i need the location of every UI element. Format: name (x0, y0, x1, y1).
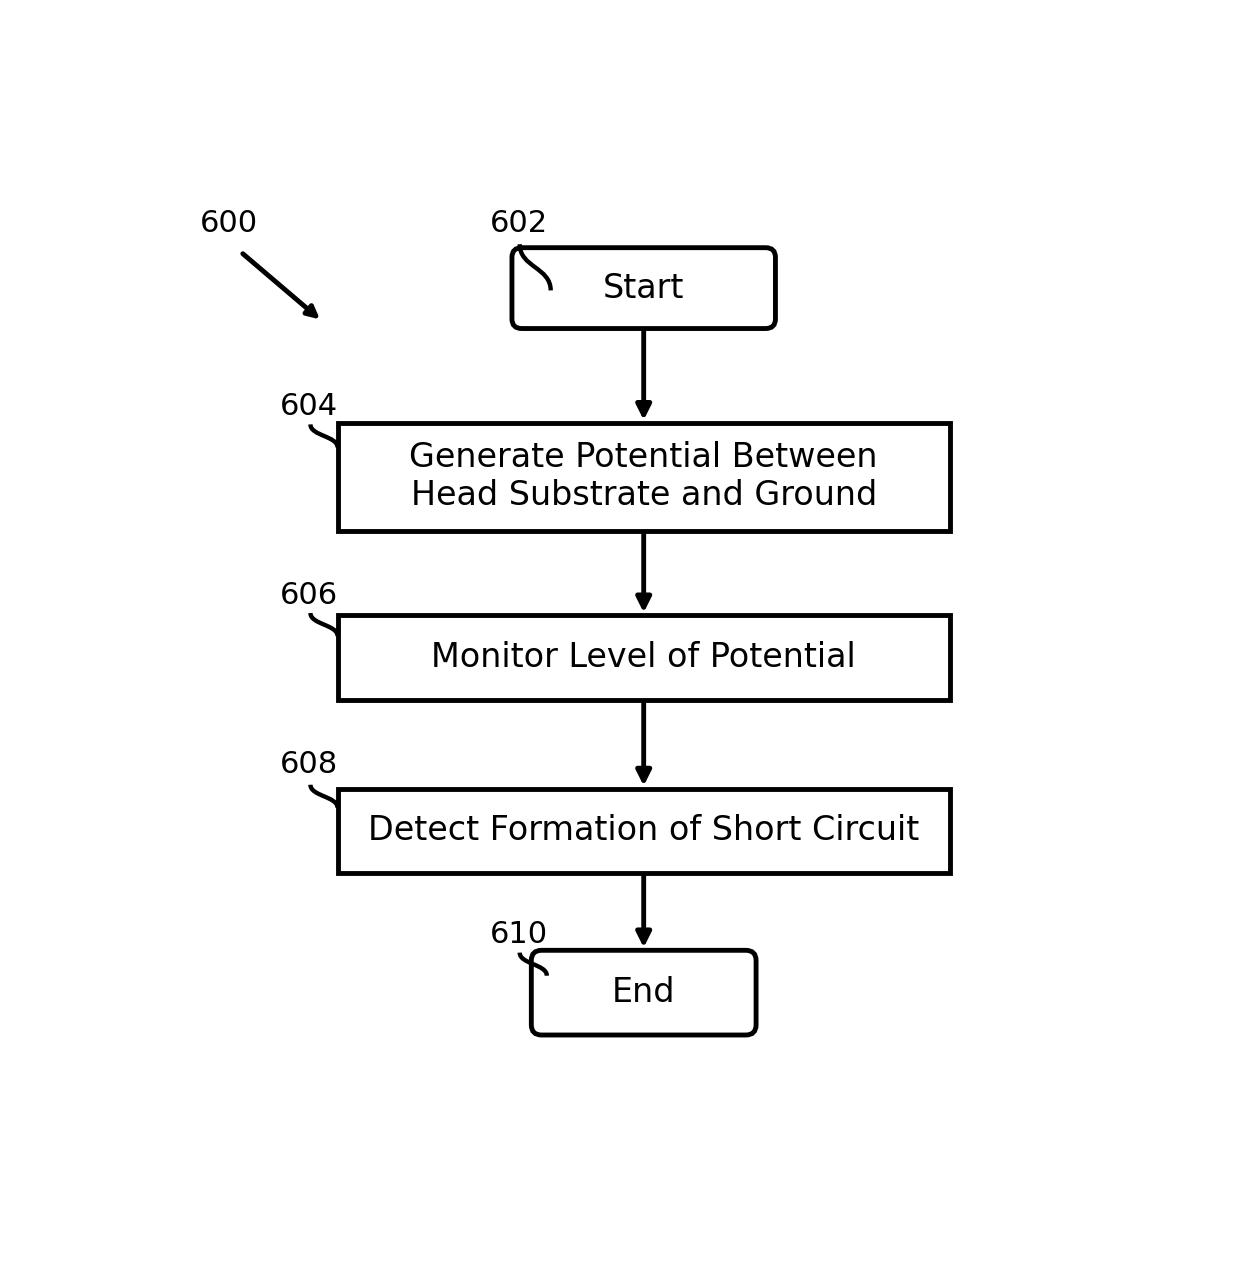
Text: End: End (612, 976, 676, 1010)
FancyBboxPatch shape (512, 248, 775, 328)
Text: Detect Formation of Short Circuit: Detect Formation of Short Circuit (368, 814, 919, 847)
Text: 608: 608 (279, 750, 338, 780)
Text: 606: 606 (279, 580, 338, 610)
Text: 602: 602 (490, 208, 549, 238)
FancyBboxPatch shape (531, 951, 756, 1035)
Text: Start: Start (603, 272, 685, 304)
Text: 600: 600 (200, 208, 257, 238)
Bar (338, 423, 950, 530)
Text: Generate Potential Between
Head Substrate and Ground: Generate Potential Between Head Substrat… (409, 441, 878, 512)
Text: 604: 604 (279, 392, 338, 420)
Bar (338, 789, 950, 873)
Text: 610: 610 (490, 919, 549, 948)
Bar (338, 616, 950, 700)
Text: Monitor Level of Potential: Monitor Level of Potential (431, 642, 857, 675)
